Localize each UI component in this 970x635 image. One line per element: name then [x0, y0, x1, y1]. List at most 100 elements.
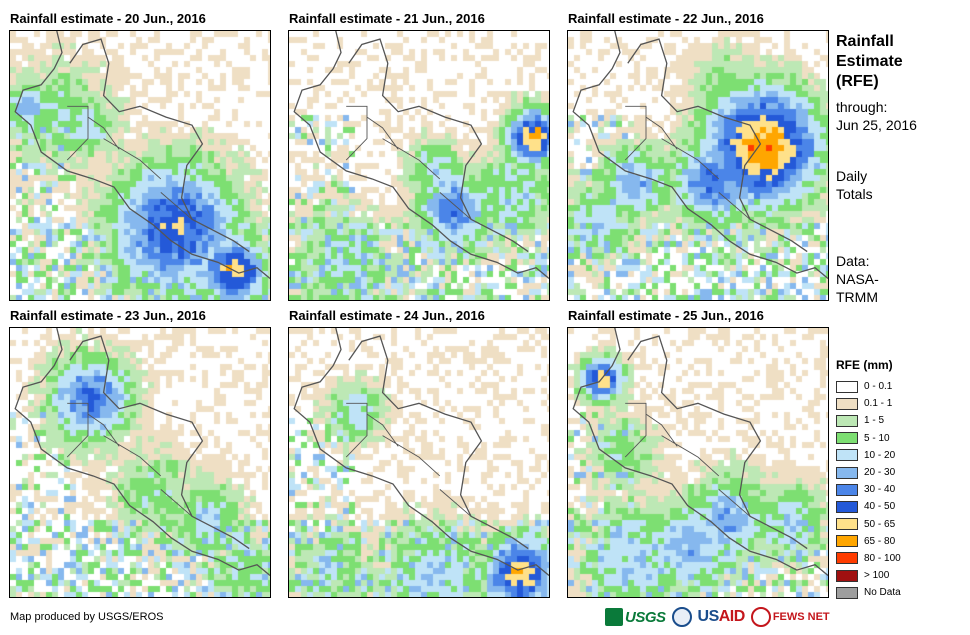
country-border: [346, 106, 471, 219]
legend-swatch: [836, 569, 858, 582]
rainfall-raster: [568, 31, 828, 300]
through-text: through: Jun 25, 2016: [836, 98, 917, 134]
legend-swatch: [836, 397, 858, 410]
legend-label: 80 - 100: [864, 552, 901, 564]
legend-swatch: [836, 483, 858, 496]
fewsnet-globe-icon: [750, 607, 771, 627]
data-source-line: TRMM: [836, 289, 878, 305]
legend-title: RFE (mm): [836, 358, 893, 372]
legend: RFE (mm) 0 - 0.1 0.1 - 1 1 - 5 5 - 10 10 - 2…: [836, 358, 901, 601]
coastline: [15, 328, 270, 575]
rainfall-raster: [10, 31, 270, 300]
rainfall-raster: [289, 31, 549, 300]
country-border: [67, 106, 192, 219]
panel-title: Rainfall estimate - 22 Jun., 2016: [568, 11, 764, 26]
country-border: [67, 403, 192, 516]
usaid-us: US: [697, 608, 720, 625]
legend-swatch: [836, 380, 858, 393]
country-outlines: [568, 31, 828, 300]
rainfall-map: [9, 30, 271, 301]
legend-label: 65 - 80: [864, 535, 896, 547]
legend-item: 10 - 20: [836, 447, 901, 464]
usaid-aid: AID: [718, 608, 746, 625]
data-source-line: NASA-: [836, 271, 879, 287]
legend-swatch: [836, 586, 858, 599]
legend-swatch: [836, 466, 858, 479]
rainfall-raster: [10, 328, 270, 597]
legend-label: 1 - 5: [864, 415, 885, 427]
fewsnet-logo-text: FEWS NET: [772, 611, 830, 623]
legend-label: 0.1 - 1: [864, 398, 893, 410]
legend-label: 5 - 10: [864, 432, 890, 444]
legend-item: 0.1 - 1: [836, 395, 901, 412]
through-label: through:: [836, 99, 888, 115]
legend-label: 0 - 0.1: [864, 381, 893, 393]
rainfall-map: [288, 327, 550, 598]
coastline: [573, 31, 828, 278]
panel-title: Rainfall estimate - 20 Jun., 2016: [10, 11, 206, 26]
coastline: [15, 31, 270, 278]
legend-swatch: [836, 432, 858, 445]
legend-item: 20 - 30: [836, 464, 901, 481]
coastline: [573, 328, 828, 575]
rainfall-raster: [568, 328, 828, 597]
daily-totals-text: Daily Totals: [836, 167, 873, 203]
legend-item: No Data: [836, 584, 901, 601]
legend-item: 30 - 40: [836, 481, 901, 498]
rainfall-map: [9, 327, 271, 598]
legend-item: 65 - 80: [836, 533, 901, 550]
legend-item: 40 - 50: [836, 498, 901, 515]
map-title-line: Rainfall: [836, 33, 894, 50]
legend-rows: 0 - 0.1 0.1 - 1 1 - 5 5 - 10 10 - 20 20 - 30 3…: [836, 378, 901, 601]
legend-item: 0 - 0.1: [836, 378, 901, 395]
totals-line: Totals: [836, 186, 873, 202]
legend-item: 5 - 10: [836, 430, 901, 447]
legend-swatch: [836, 535, 858, 548]
data-label: Data:: [836, 253, 870, 269]
coastline: [294, 31, 549, 278]
legend-label: 40 - 50: [864, 501, 896, 513]
country-outlines: [10, 31, 270, 300]
country-outlines: [10, 328, 270, 597]
legend-label: 30 - 40: [864, 484, 896, 496]
rainfall-map: [288, 30, 550, 301]
legend-label: 20 - 30: [864, 467, 896, 479]
country-border: [346, 403, 471, 516]
usgs-logo-text: USGS: [625, 608, 666, 626]
daily-line: Daily: [836, 168, 868, 184]
usgs-logo: USGS: [605, 608, 666, 626]
legend-item: > 100: [836, 567, 901, 584]
legend-label: > 100: [864, 570, 890, 582]
legend-swatch: [836, 518, 858, 531]
country-border: [625, 106, 750, 219]
map-title: Rainfall Estimate (RFE): [836, 32, 903, 92]
legend-swatch: [836, 449, 858, 462]
rainfall-map: [567, 30, 829, 301]
panel-title: Rainfall estimate - 21 Jun., 2016: [289, 11, 485, 26]
legend-item: 50 - 65: [836, 516, 901, 533]
usaid-logo: USAID: [697, 608, 746, 626]
legend-swatch: [836, 500, 858, 513]
map-title-line: Estimate: [836, 53, 903, 70]
country-border: [625, 403, 750, 516]
usaid-seal-icon: [671, 607, 692, 627]
through-date: Jun 25, 2016: [836, 117, 917, 133]
panel-title: Rainfall estimate - 25 Jun., 2016: [568, 308, 764, 323]
legend-label: 50 - 65: [864, 518, 896, 530]
logos: USGS USAID FEWS NET: [605, 602, 830, 632]
country-outlines: [289, 328, 549, 597]
country-outlines: [289, 31, 549, 300]
data-source-text: Data: NASA- TRMM: [836, 252, 879, 306]
panel-title: Rainfall estimate - 23 Jun., 2016: [10, 308, 206, 323]
legend-label: 10 - 20: [864, 449, 896, 461]
fewsnet-logo: FEWS NET: [750, 607, 830, 627]
legend-swatch: [836, 414, 858, 427]
usgs-wave-icon: [605, 608, 623, 626]
rainfall-raster: [289, 328, 549, 597]
legend-item: 1 - 5: [836, 412, 901, 429]
legend-item: 80 - 100: [836, 550, 901, 567]
coastline: [294, 328, 549, 575]
legend-swatch: [836, 552, 858, 565]
map-title-line: (RFE): [836, 73, 879, 90]
credit-text: Map produced by USGS/EROS: [10, 611, 164, 623]
